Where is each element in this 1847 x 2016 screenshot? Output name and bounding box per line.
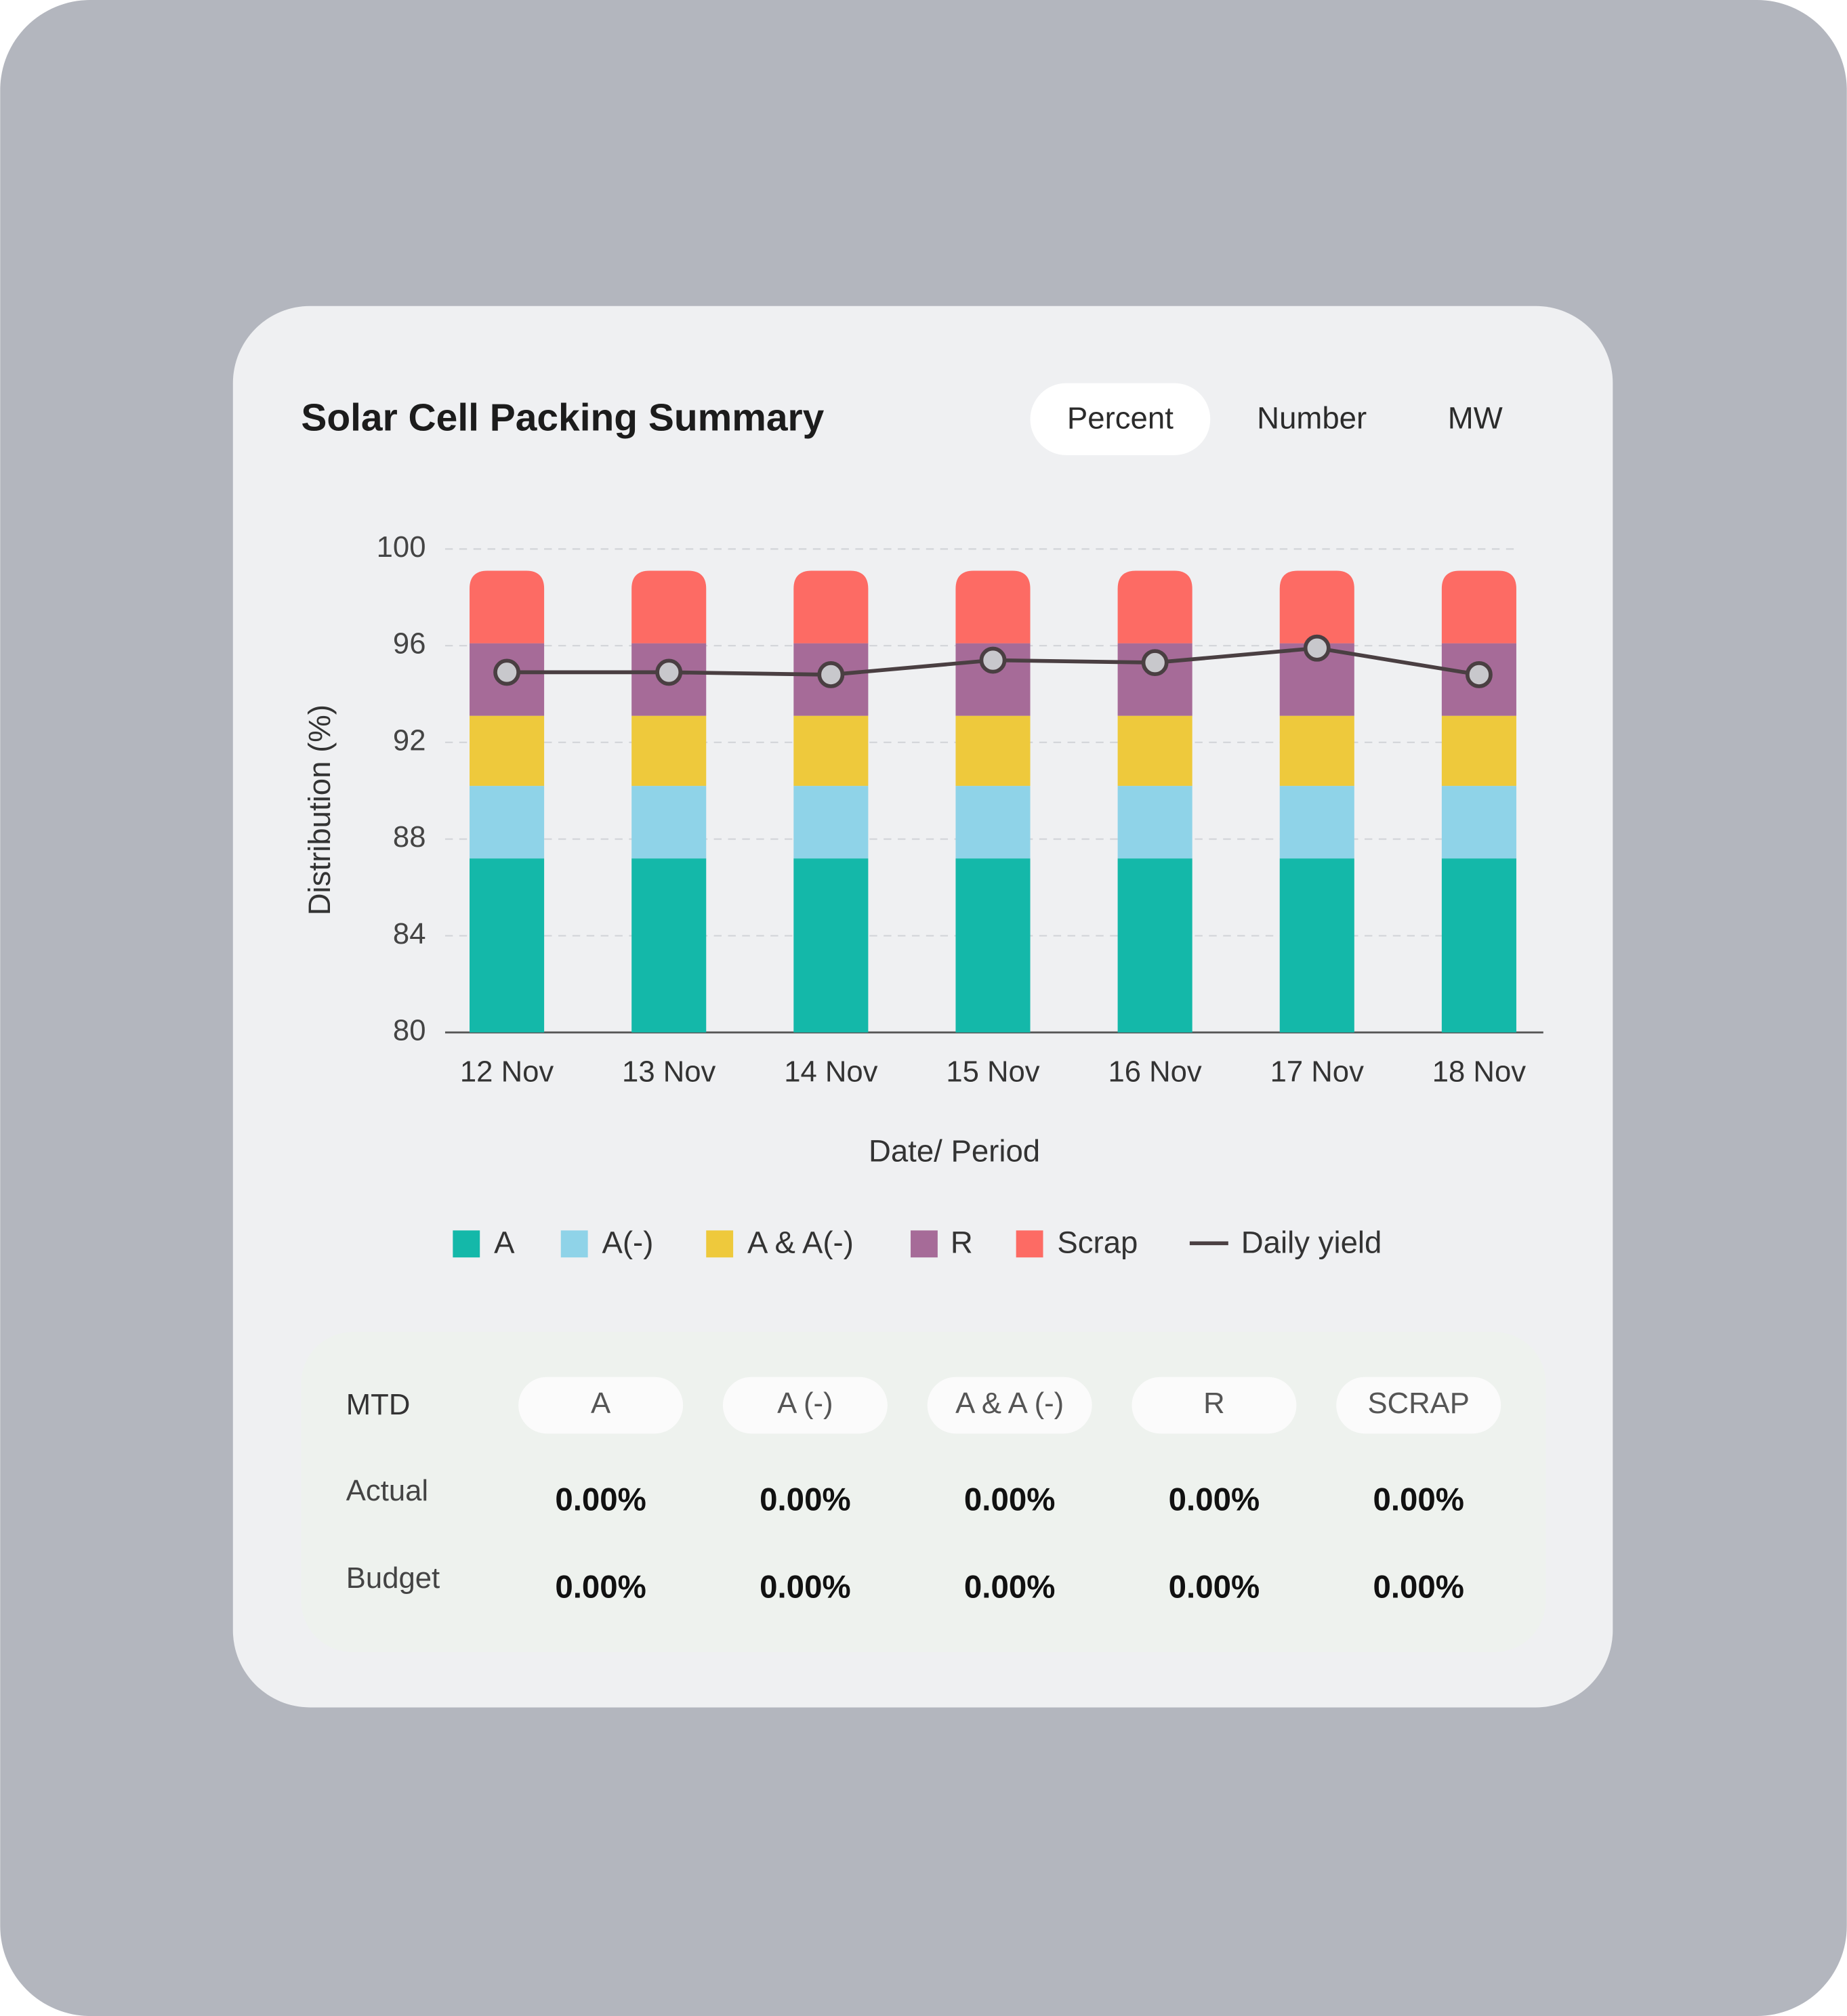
bar-segment	[955, 570, 1031, 644]
legend-label: A(-)	[602, 1225, 654, 1259]
row-label: Actual	[346, 1474, 428, 1507]
legend-swatch	[911, 1230, 938, 1258]
y-tick-label: 100	[377, 530, 426, 564]
yield-point	[1141, 649, 1169, 677]
table-cell: 0.00%	[760, 1482, 851, 1517]
bar-segment	[1441, 786, 1516, 859]
legend-swatch	[1016, 1230, 1043, 1258]
bar-segment	[955, 715, 1031, 786]
table-cell: 0.00%	[1373, 1569, 1464, 1605]
card-title: Solar Cell Packing Summary	[301, 396, 824, 440]
row-label: Budget	[346, 1561, 440, 1595]
bar-segment	[1441, 858, 1516, 1033]
header-pill	[1132, 1377, 1297, 1434]
x-tick-label: 14 Nov	[784, 1055, 877, 1088]
legend-label: Scrap	[1057, 1225, 1138, 1259]
yield-point	[979, 646, 1007, 674]
bar-segment	[793, 786, 869, 859]
bar-segment	[470, 786, 545, 859]
bar-segment	[1279, 570, 1354, 644]
table-cell: 0.00%	[1169, 1569, 1260, 1605]
header-pill	[1336, 1377, 1501, 1434]
bar-segment	[470, 858, 545, 1033]
y-tick-label: 88	[393, 820, 426, 854]
table-header: MTD	[346, 1388, 411, 1421]
y-tick-label: 84	[393, 917, 426, 950]
bar-segment	[955, 858, 1031, 1033]
y-axis-label: Distribution (%)	[302, 705, 337, 915]
legend-label: R	[951, 1225, 973, 1259]
x-tick-label: 12 Nov	[460, 1055, 554, 1088]
x-tick-label: 17 Nov	[1270, 1055, 1364, 1088]
header-pill	[927, 1377, 1092, 1434]
table-cell: 0.00%	[555, 1569, 646, 1605]
table-header: SCRAP	[1368, 1387, 1470, 1420]
bar-segment	[1441, 570, 1516, 644]
x-axis-label: Date/ Period	[869, 1134, 1040, 1169]
yield-point	[1303, 634, 1331, 662]
bar-segment	[1441, 715, 1516, 786]
x-tick-label: 16 Nov	[1108, 1055, 1201, 1088]
bar-segment	[1279, 786, 1354, 859]
table-header: R	[1203, 1387, 1225, 1420]
table-header: A & A (-)	[955, 1387, 1064, 1420]
y-tick-label: 80	[393, 1014, 426, 1047]
bar-segment	[631, 858, 707, 1033]
header-pill	[722, 1377, 888, 1434]
legend-label: Daily yield	[1241, 1225, 1382, 1259]
tab[interactable]: MW	[1448, 401, 1503, 436]
legend-label: A & A(-)	[747, 1225, 854, 1259]
table-cell: 0.00%	[1169, 1482, 1260, 1517]
bar-segment	[470, 570, 545, 644]
table-cell: 0.00%	[1373, 1482, 1464, 1517]
table-cell: 0.00%	[555, 1482, 646, 1517]
bar-segment	[1117, 570, 1192, 644]
legend-label: A	[494, 1225, 515, 1259]
bar-segment	[631, 570, 707, 644]
bar-segment	[1279, 715, 1354, 786]
bar-segment	[1117, 858, 1192, 1033]
table-cell: 0.00%	[760, 1569, 851, 1605]
bar-segment	[470, 715, 545, 786]
legend-swatch	[706, 1230, 734, 1258]
table-header: A	[591, 1387, 611, 1420]
tab[interactable]: Percent	[1067, 401, 1174, 436]
bar-segment	[793, 715, 869, 786]
table-cell: 0.00%	[964, 1482, 1056, 1517]
yield-point	[655, 658, 683, 686]
bar-segment	[793, 570, 869, 644]
bar-segment	[631, 786, 707, 859]
table-header: A (-)	[777, 1387, 833, 1420]
bar-segment	[1117, 786, 1192, 859]
bar-segment	[1279, 858, 1354, 1033]
table-cell: 0.00%	[964, 1569, 1056, 1605]
yield-point	[493, 658, 520, 686]
y-tick-label: 96	[393, 627, 426, 660]
x-tick-label: 18 Nov	[1432, 1055, 1526, 1088]
legend-swatch	[453, 1230, 480, 1258]
header-pill	[518, 1377, 684, 1434]
x-tick-label: 13 Nov	[622, 1055, 715, 1088]
bar-segment	[793, 858, 869, 1033]
y-tick-label: 92	[393, 723, 426, 757]
legend-swatch	[560, 1230, 588, 1258]
bar-segment	[955, 786, 1031, 859]
tab-active-bg	[1030, 383, 1211, 455]
bar-segment	[1117, 715, 1192, 786]
yield-point	[817, 661, 845, 688]
tab[interactable]: Number	[1257, 401, 1367, 436]
yield-point	[1465, 661, 1493, 688]
x-tick-label: 15 Nov	[946, 1055, 1039, 1088]
bar-segment	[631, 715, 707, 786]
